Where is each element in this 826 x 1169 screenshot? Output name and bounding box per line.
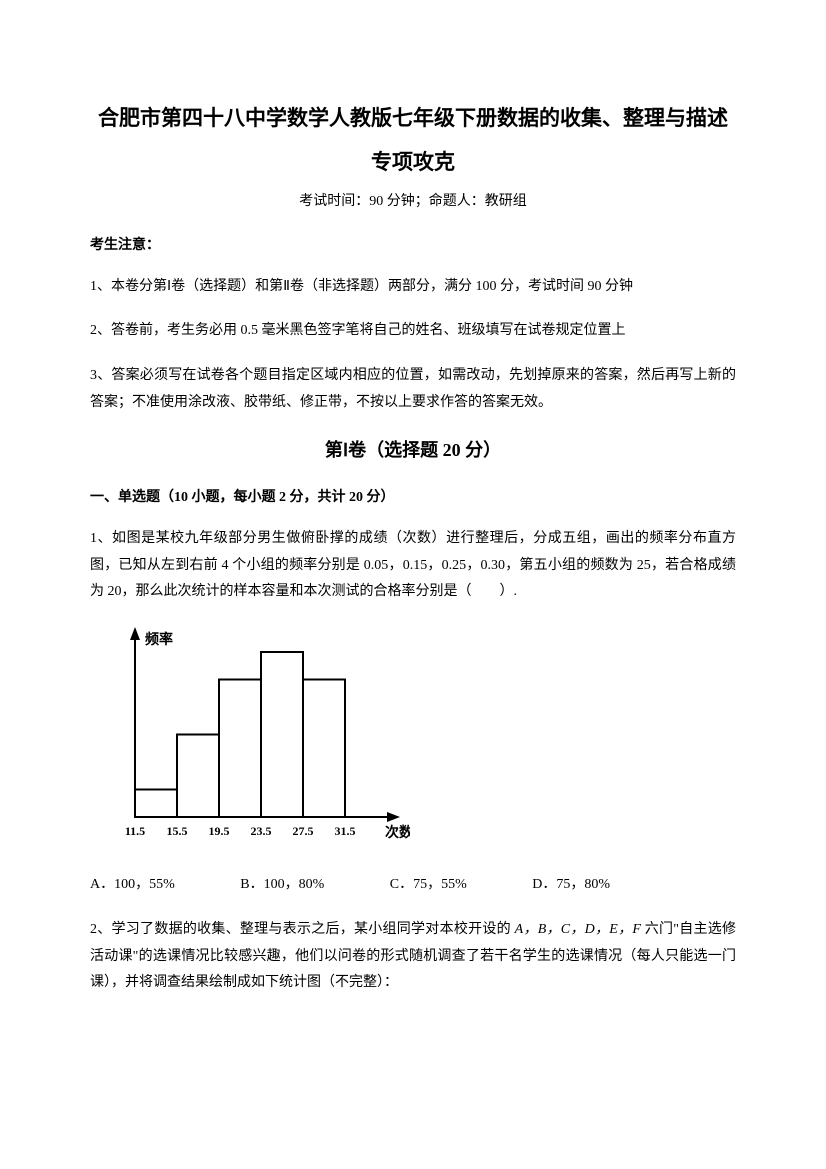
option-c: C．75，55% (390, 873, 467, 893)
svg-text:27.5: 27.5 (293, 824, 314, 838)
svg-text:15.5: 15.5 (167, 824, 188, 838)
question-type-heading: 一、单选题（10 小题，每小题 2 分，共计 20 分） (90, 486, 736, 506)
question-2-text: 2、学习了数据的收集、整理与表示之后，某小组同学对本校开设的 A，B，C，D，E… (90, 917, 736, 997)
q2-courses: A，B，C，D，E，F (515, 922, 641, 937)
svg-text:19.5: 19.5 (209, 824, 230, 838)
svg-text:频率: 频率 (145, 631, 173, 648)
option-d: D．75，80% (532, 873, 610, 893)
notice-item-1: 1、本卷分第Ⅰ卷（选择题）和第Ⅱ卷（非选择题）两部分，满分 100 分，考试时间… (90, 274, 736, 301)
svg-text:31.5: 31.5 (335, 824, 356, 838)
option-b: B．100，80% (240, 873, 324, 893)
document-title-line1: 合肥市第四十八中学数学人教版七年级下册数据的收集、整理与描述 (90, 100, 736, 138)
notice-item-2: 2、答卷前，考生务必用 0.5 毫米黑色签字笔将自己的姓名、班级填写在试卷规定位… (90, 318, 736, 345)
notice-heading: 考生注意： (90, 234, 736, 254)
question-1-options: A．100，55% B．100，80% C．75，55% D．75，80% (90, 873, 736, 893)
histogram-chart: 频率次数 11.5 15.5 19.5 23.5 27.5 31.5 (90, 622, 736, 857)
document-title-line2: 专项攻克 (90, 146, 736, 176)
svg-text:11.5: 11.5 (125, 824, 145, 838)
option-a: A．100，55% (90, 873, 175, 893)
question-1-text: 1、如图是某校九年级部分男生做俯卧撑的成绩（次数）进行整理后，分成五组，画出的频… (90, 526, 736, 606)
svg-text:次数: 次数 (385, 824, 410, 841)
q2-prefix: 2、学习了数据的收集、整理与表示之后，某小组同学对本校开设的 (90, 922, 515, 937)
section-heading: 第Ⅰ卷（选择题 20 分） (90, 436, 736, 462)
notice-item-3: 3、答案必须写在试卷各个题目指定区域内相应的位置，如需改动，先划掉原来的答案，然… (90, 363, 736, 416)
svg-text:23.5: 23.5 (251, 824, 272, 838)
exam-info: 考试时间：90 分钟；命题人：教研组 (90, 190, 736, 210)
